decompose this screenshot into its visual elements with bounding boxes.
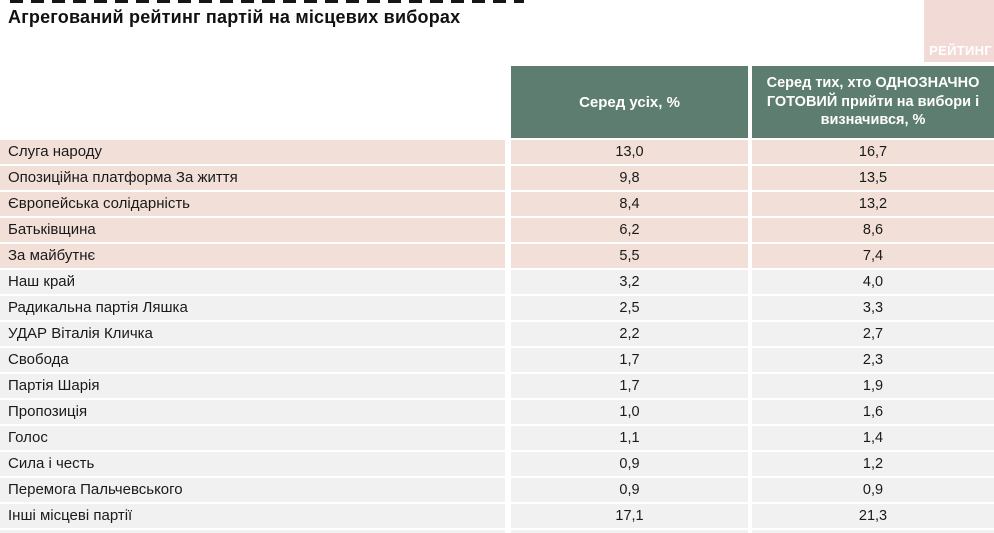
value-among-all: 2,2: [511, 322, 748, 346]
party-name: Свобода: [0, 348, 505, 372]
rating-group-logo: РЕЙТИНГ: [924, 0, 994, 62]
value-among-ready: 16,7: [752, 140, 994, 164]
value-among-ready: 13,2: [752, 192, 994, 216]
column-header-among-ready: Серед тих, хто ОДНОЗНАЧНО ГОТОВИЙ прийти…: [752, 66, 994, 138]
value-among-all: 0,9: [511, 452, 748, 476]
value-among-all: 8,4: [511, 192, 748, 216]
value-among-all: 0,9: [511, 478, 748, 502]
party-name: Радикальна партія Ляшка: [0, 296, 505, 320]
table-row: Радикальна партія Ляшка 2,5 3,3: [0, 296, 994, 320]
value-among-ready: 8,6: [752, 218, 994, 242]
value-among-all: 1,1: [511, 426, 748, 450]
value-among-all: 17,1: [511, 504, 748, 528]
value-among-all: 2,5: [511, 296, 748, 320]
party-name: Європейська солідарність: [0, 192, 505, 216]
table-row: Батьківщина 6,2 8,6: [0, 218, 994, 242]
value-among-all: 9,8: [511, 166, 748, 190]
value-among-all: 5,5: [511, 244, 748, 268]
value-among-ready: 3,3: [752, 296, 994, 320]
party-name: Інші місцеві партії: [0, 504, 505, 528]
party-name: Сила і честь: [0, 452, 505, 476]
value-among-all: 1,7: [511, 374, 748, 398]
table-row: Партія Шарія 1,7 1,9: [0, 374, 994, 398]
party-name: Батьківщина: [0, 218, 505, 242]
table-row: Слуга народу 13,0 16,7: [0, 140, 994, 164]
value-among-ready: 0,9: [752, 478, 994, 502]
table-row: Наш край 3,2 4,0: [0, 270, 994, 294]
value-among-ready: 21,3: [752, 504, 994, 528]
party-name: Опозиційна платформа За життя: [0, 166, 505, 190]
value-among-ready: 2,3: [752, 348, 994, 372]
value-among-ready: 1,4: [752, 426, 994, 450]
party-name: Слуга народу: [0, 140, 505, 164]
value-among-ready: 1,6: [752, 400, 994, 424]
table-row: Інші місцеві партії 17,1 21,3: [0, 504, 994, 528]
table-row: Європейська солідарність 8,4 13,2: [0, 192, 994, 216]
party-name: Пропозиція: [0, 400, 505, 424]
cutoff-value-cell-2: [752, 530, 994, 533]
value-among-ready: 1,2: [752, 452, 994, 476]
rating-logo-text: РЕЙТИНГ: [929, 43, 992, 58]
party-name: Голос: [0, 426, 505, 450]
party-name: Партія Шарія: [0, 374, 505, 398]
table-row: УДАР Віталія Кличка 2,2 2,7: [0, 322, 994, 346]
table-row: Сила і честь 0,9 1,2: [0, 452, 994, 476]
page-title: Агрегований рейтинг партій на місцевих в…: [8, 7, 461, 27]
table-row: Опозиційна платформа За життя 9,8 13,5: [0, 166, 994, 190]
table-row: Голос 1,1 1,4: [0, 426, 994, 450]
table-row: Пропозиція 1,0 1,6: [0, 400, 994, 424]
column-header-among-all: Серед усіх, %: [511, 66, 748, 138]
value-among-all: 3,2: [511, 270, 748, 294]
table-row: За майбутнє 5,5 7,4: [0, 244, 994, 268]
value-among-all: 1,7: [511, 348, 748, 372]
party-name: Наш край: [0, 270, 505, 294]
value-among-all: 13,0: [511, 140, 748, 164]
value-among-all: 6,2: [511, 218, 748, 242]
value-among-ready: 13,5: [752, 166, 994, 190]
value-among-all: 1,0: [511, 400, 748, 424]
cutoff-value-cell-1: [511, 530, 748, 533]
party-name: За майбутнє: [0, 244, 505, 268]
value-among-ready: 4,0: [752, 270, 994, 294]
table-row: Свобода 1,7 2,3: [0, 348, 994, 372]
cutoff-next-row: [0, 530, 994, 533]
table-row: Перемога Пальчевського 0,9 0,9: [0, 478, 994, 502]
party-name: Перемога Пальчевського: [0, 478, 505, 502]
value-among-ready: 1,9: [752, 374, 994, 398]
party-name: УДАР Віталія Кличка: [0, 322, 505, 346]
table-body: Слуга народу 13,0 16,7 Опозиційна платформа…: [0, 140, 994, 530]
value-among-ready: 2,7: [752, 322, 994, 346]
cropped-top-edge-artifact: [10, 0, 524, 3]
value-among-ready: 7,4: [752, 244, 994, 268]
cutoff-name-cell: [0, 530, 505, 533]
